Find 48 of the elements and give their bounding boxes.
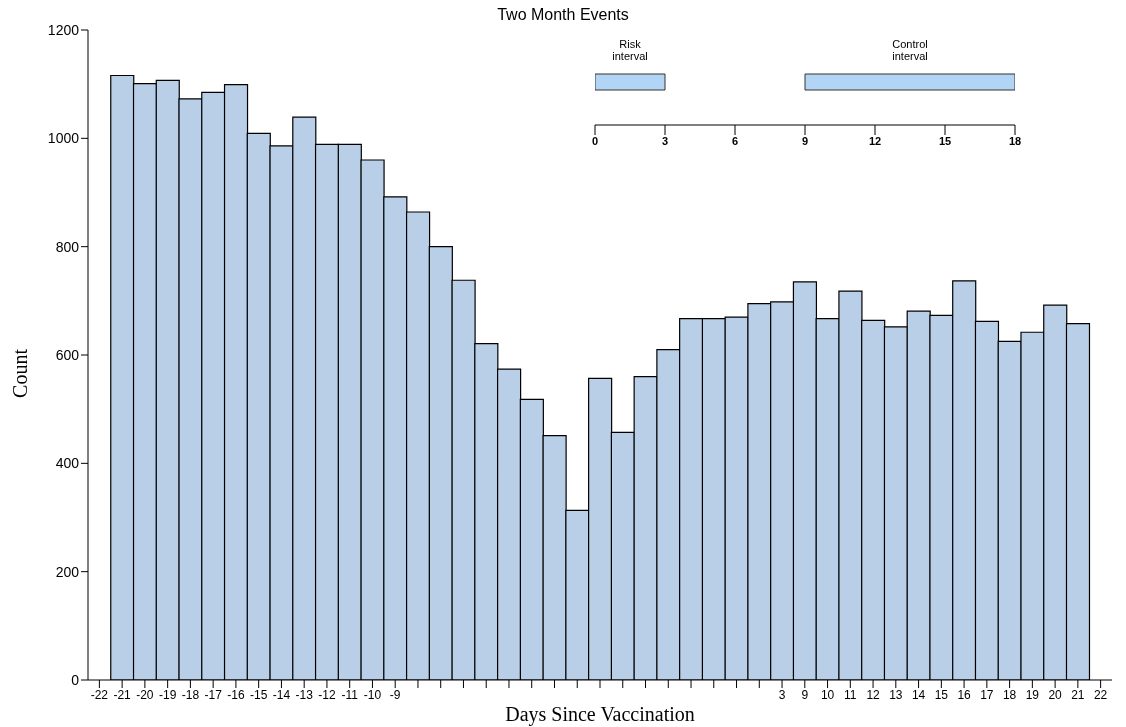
x-tick-label: -22 — [90, 687, 109, 702]
x-tick-label: 18 — [1008, 134, 1022, 147]
y-tick-label: 400 — [55, 455, 80, 472]
y-tick-label: 1200 — [47, 21, 80, 38]
x-tick-label: 17 — [980, 687, 994, 702]
chart-title: Two Month Events — [497, 6, 629, 23]
x-tick-label: -14 — [272, 687, 291, 702]
x-tick-label: 14 — [911, 687, 926, 702]
x-tick-label: -9 — [389, 687, 401, 702]
x-tick-label: -18 — [181, 687, 200, 702]
y-tick-label: 800 — [55, 238, 80, 255]
x-tick-label: 19 — [1025, 687, 1040, 702]
x-tick-label: -12 — [318, 687, 336, 702]
y-tick-label: 1000 — [47, 130, 80, 147]
series-label: Risk interval — [612, 38, 648, 62]
x-tick-label: -16 — [227, 687, 245, 702]
x-tick-label: 13 — [889, 687, 903, 702]
x-tick-label: -15 — [249, 687, 268, 702]
x-tick-label: 15 — [938, 134, 952, 147]
x-tick-label: 21 — [1071, 687, 1085, 702]
y-tick-label: 200 — [55, 563, 80, 580]
series-label: Control interval — [892, 38, 928, 62]
x-tick-label: -20 — [136, 687, 154, 702]
x-tick-label: 10 — [820, 687, 835, 702]
x-tick-label: -10 — [363, 687, 382, 702]
y-tick-label: 600 — [55, 346, 80, 363]
x-tick-label: -21 — [113, 687, 132, 702]
x-tick-label: -11 — [341, 687, 359, 702]
x-tick-label: -19 — [158, 687, 177, 702]
x-tick-label: 12 — [868, 134, 882, 147]
y-axis-title: Count — [8, 348, 32, 400]
x-tick-label: 11 — [844, 687, 857, 702]
x-tick-label: 3 — [778, 687, 786, 702]
x-tick-label: 15 — [934, 687, 949, 702]
x-tick-label: 0 — [591, 134, 599, 147]
x-tick-label: 18 — [1002, 687, 1017, 702]
x-tick-label: 22 — [1093, 687, 1108, 702]
x-tick-label: 9 — [801, 687, 809, 702]
x-tick-label: 16 — [957, 687, 972, 702]
x-tick-label: -13 — [295, 687, 314, 702]
y-tick-label: 0 — [71, 671, 80, 688]
x-tick-label: 3 — [661, 134, 669, 147]
x-tick-label: 12 — [866, 687, 881, 702]
x-tick-label: 9 — [801, 134, 809, 147]
x-tick-label: -17 — [204, 687, 223, 702]
x-tick-label: 20 — [1048, 687, 1063, 702]
x-tick-label: 6 — [731, 134, 739, 147]
x-axis-title: Days Since Vaccination — [504, 703, 696, 726]
